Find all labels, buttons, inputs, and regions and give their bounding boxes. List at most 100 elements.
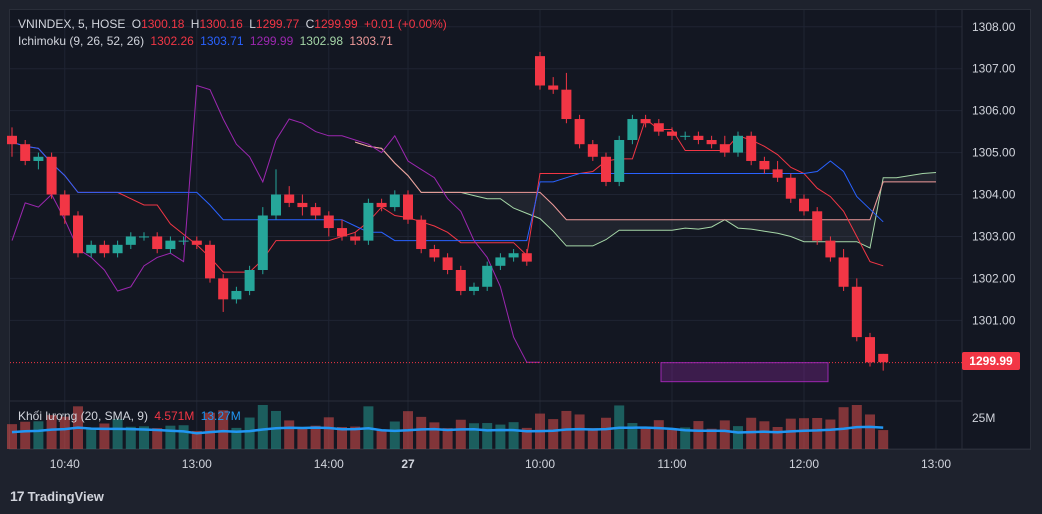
low-value: 1299.77 <box>255 17 300 31</box>
candle-body <box>218 278 229 300</box>
y-tick-label: 1306.00 <box>972 104 1016 118</box>
volume-bar <box>7 424 17 449</box>
volume-bar <box>746 417 757 449</box>
volume-sma-line <box>11 425 884 435</box>
x-tick-label: 10:40 <box>50 457 80 471</box>
volume-bar <box>376 429 387 449</box>
base-value: 1303.71 <box>200 34 244 48</box>
candle-body <box>112 244 123 254</box>
chart-frame[interactable] <box>9 9 1031 450</box>
volume-bar <box>323 417 334 449</box>
volume-legend[interactable]: Khối lượng (20, SMA, 9) 4.571M 13.27M <box>18 409 244 423</box>
volume-label: Khối lượng (20, SMA, 9) <box>18 409 148 423</box>
candle-body <box>20 144 31 161</box>
volume-bar <box>218 410 229 449</box>
candle-body <box>231 290 242 300</box>
volume-bar <box>244 417 255 449</box>
volume-bar <box>865 414 875 449</box>
ichimoku-legend[interactable]: Ichimoku (9, 26, 52, 26) 1302.26 1303.71… <box>18 34 396 48</box>
candle-body <box>693 135 704 140</box>
candle-body <box>205 244 215 279</box>
volume-bar <box>799 418 809 449</box>
volume-bar <box>442 428 453 449</box>
y-tick-label: 1304.00 <box>972 188 1016 202</box>
y-tick-label: 1308.00 <box>972 20 1016 34</box>
x-tick-label: 11:00 <box>657 457 686 471</box>
volume-bar <box>495 424 506 449</box>
volume-bar <box>429 422 440 449</box>
lead-b-value: 1303.71 <box>349 34 393 48</box>
candle-body <box>99 244 110 254</box>
candle-body <box>706 140 717 145</box>
close-label: C <box>305 17 315 31</box>
candle-body <box>482 265 493 287</box>
volume-bar <box>574 414 585 449</box>
volume-bar <box>271 410 281 449</box>
volume-bar <box>759 421 770 449</box>
y-tick-label: 1302.00 <box>972 271 1016 285</box>
candle-body <box>653 123 664 132</box>
y-tick-label: 1301.00 <box>972 313 1016 327</box>
candle-body <box>799 198 809 212</box>
last-price-tag: 1299.99 <box>962 352 1020 370</box>
volume-bar <box>719 420 730 449</box>
x-tick-label: 14:00 <box>314 457 344 471</box>
volume-bar <box>706 428 717 449</box>
candle-body <box>191 240 202 245</box>
volume-value: 4.571M <box>154 409 195 423</box>
volume-bar <box>772 427 783 449</box>
candle-body <box>363 202 374 241</box>
base-line <box>11 141 884 242</box>
x-tick-label: 10:00 <box>525 457 555 471</box>
volume-bar <box>455 419 466 449</box>
candle-body <box>548 85 559 90</box>
volume-bar <box>337 427 347 449</box>
candle-body <box>587 144 598 157</box>
candle-body <box>442 257 453 270</box>
lagging-value: 1299.99 <box>249 34 294 48</box>
x-tick-label: 12:00 <box>789 457 819 471</box>
volume-bar <box>297 428 308 449</box>
high-value: 1300.16 <box>199 17 243 31</box>
ohlc-legend: VNINDEX, 5, HOSE O1300.18 H1300.16 L1299… <box>18 17 450 31</box>
ichimoku-label: Ichimoku (9, 26, 52, 26) <box>18 34 145 48</box>
lagging-span-line <box>11 84 540 363</box>
volume-bar <box>812 417 823 449</box>
candle-body <box>838 257 849 287</box>
candle-body <box>323 215 334 229</box>
volume-bar <box>693 421 704 449</box>
volume-bar <box>389 421 400 449</box>
volume-bar <box>231 427 242 449</box>
candle-body <box>350 236 361 241</box>
candle-body <box>125 236 136 245</box>
candle-body <box>86 244 97 254</box>
volume-bar <box>521 427 532 449</box>
candle-body <box>139 236 149 238</box>
candle-body <box>495 257 506 266</box>
y-tick-label: 1303.00 <box>972 229 1016 243</box>
candle-body <box>244 270 255 291</box>
candle-body <box>733 135 743 153</box>
volume-bar <box>310 425 321 449</box>
candle-body <box>667 131 677 136</box>
candle-body <box>257 215 268 270</box>
candle-body <box>59 194 70 216</box>
candle-body <box>165 240 176 250</box>
candle-body <box>46 156 57 195</box>
volume-bar <box>640 426 651 449</box>
candle-body <box>508 253 519 258</box>
tradingview-logo[interactable]: 17 TradingView <box>10 488 104 504</box>
open-value: 1300.18 <box>141 17 185 31</box>
volume-bar <box>548 419 559 449</box>
candle-body <box>337 228 347 237</box>
volume-bar <box>257 405 268 449</box>
candle-body <box>772 169 783 178</box>
volume-bar <box>20 421 31 449</box>
volume-bar <box>601 417 611 449</box>
volume-bar <box>125 426 136 449</box>
candle-body <box>73 215 83 254</box>
candle-body <box>851 286 862 338</box>
volume-bar <box>165 425 176 449</box>
candle-body <box>614 140 625 182</box>
